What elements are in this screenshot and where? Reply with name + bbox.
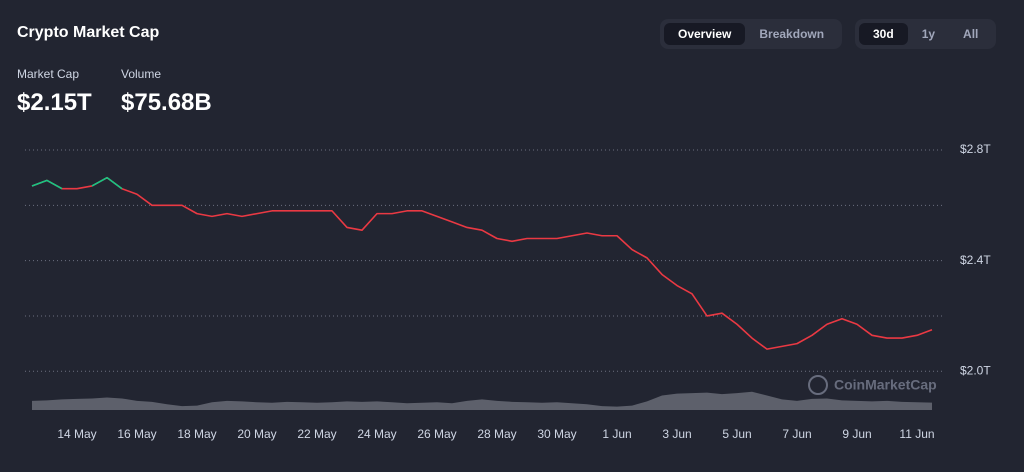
volume-area <box>32 391 932 410</box>
stat-value: $2.15T <box>17 89 92 116</box>
line <box>31 176 933 350</box>
title: Crypto Market Cap <box>17 24 160 41</box>
y-tick-label: $2.4T <box>960 253 991 267</box>
stat-label: Market Cap <box>17 67 80 81</box>
range[interactable]: 1y <box>921 27 936 41</box>
stat-value: $75.68B <box>121 89 212 116</box>
range[interactable]: 30d <box>859 23 908 45</box>
line <box>91 176 123 190</box>
y-tick-label: $2.8T <box>960 142 991 156</box>
x-tick-label: 24 May <box>357 427 396 441</box>
tab[interactable]: Overview <box>664 23 746 45</box>
x-tick-label: 16 May <box>117 427 156 441</box>
watermark-logo <box>808 375 828 395</box>
stat: Volume $75.68B <box>121 67 212 117</box>
tab[interactable]: Breakdown <box>759 27 825 41</box>
x-tick-label: 30 May <box>537 427 576 441</box>
range-group: 30d 1y All <box>855 19 997 49</box>
x-tick-label: 26 May <box>417 427 456 441</box>
stat-label: Volume <box>121 67 162 81</box>
tab-group: Overview Breakdown <box>660 19 843 49</box>
watermark-text: CoinMarketCap <box>834 377 937 393</box>
y-tick-label: $2.0T <box>960 363 991 377</box>
x-tick-label: 3 Jun <box>662 427 691 441</box>
stat: Market Cap $2.15T <box>17 67 92 117</box>
watermark: CoinMarketCap <box>808 375 937 395</box>
x-tick-label: 11 Jun <box>899 427 934 441</box>
x-tick-label: 18 May <box>177 427 216 441</box>
x-tick-label: 22 May <box>297 427 336 441</box>
x-tick-label: 28 May <box>477 427 516 441</box>
x-tick-label: 20 May <box>237 427 276 441</box>
line <box>31 179 63 190</box>
x-tick-label: 1 Jun <box>602 427 631 441</box>
x-tick-label: 9 Jun <box>842 427 871 441</box>
x-tick-label: 5 Jun <box>722 427 751 441</box>
range[interactable]: All <box>963 27 979 41</box>
x-tick-label: 7 Jun <box>782 427 811 441</box>
x-tick-label: 14 May <box>57 427 96 441</box>
